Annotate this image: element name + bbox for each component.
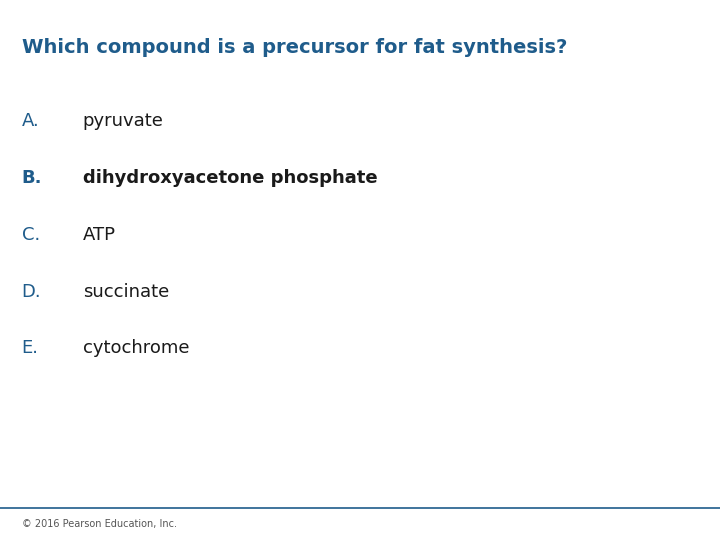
Text: Which compound is a precursor for fat synthesis?: Which compound is a precursor for fat sy… [22, 38, 567, 57]
Text: D.: D. [22, 282, 41, 301]
Text: B.: B. [22, 169, 42, 187]
Text: succinate: succinate [83, 282, 169, 301]
Text: A.: A. [22, 112, 40, 131]
Text: pyruvate: pyruvate [83, 112, 163, 131]
Text: dihydroxyacetone phosphate: dihydroxyacetone phosphate [83, 169, 377, 187]
Text: E.: E. [22, 339, 39, 357]
Text: cytochrome: cytochrome [83, 339, 189, 357]
Text: © 2016 Pearson Education, Inc.: © 2016 Pearson Education, Inc. [22, 519, 176, 529]
Text: C.: C. [22, 226, 40, 244]
Text: ATP: ATP [83, 226, 116, 244]
